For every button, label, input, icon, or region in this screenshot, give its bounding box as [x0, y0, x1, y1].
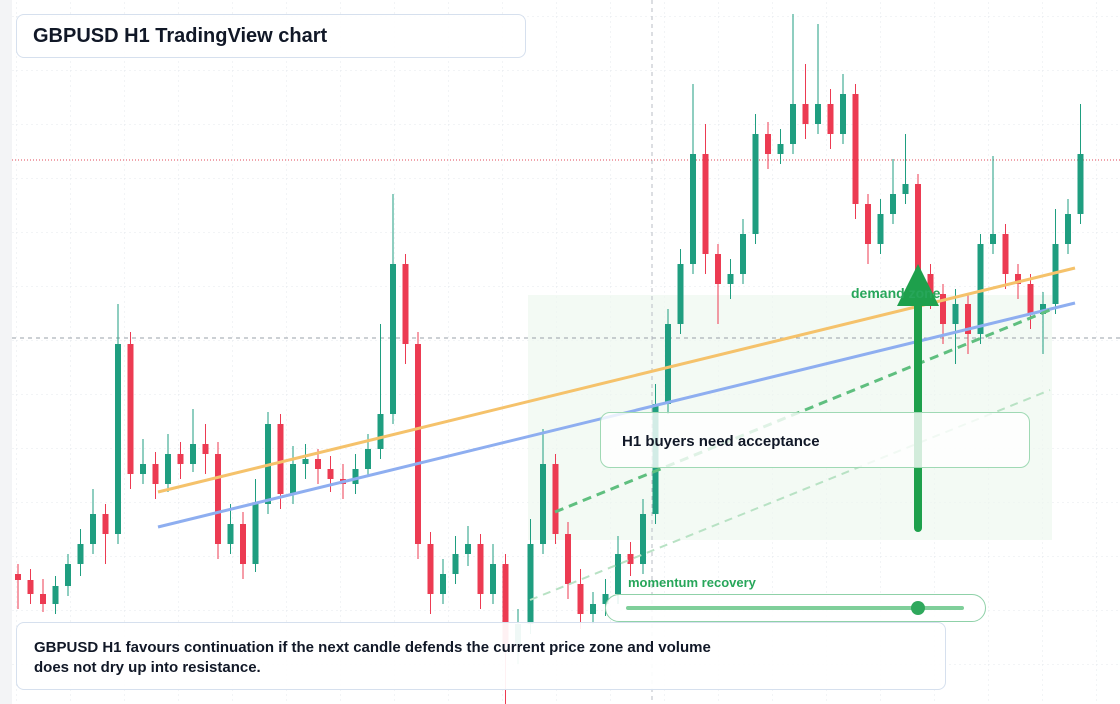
- candle-body: [577, 584, 584, 614]
- candle-body: [1027, 284, 1034, 314]
- candle-body: [440, 574, 446, 594]
- candle-body: [452, 554, 459, 574]
- caption: GBPUSD H1 favours continuation if the ne…: [34, 639, 711, 676]
- arrow-head: [897, 264, 939, 306]
- candle-body: [102, 514, 109, 534]
- candle-body: [202, 444, 209, 454]
- candle-body: [477, 544, 484, 594]
- candle-body: [627, 554, 634, 564]
- candle-body: [402, 264, 409, 344]
- candle-body: [727, 274, 734, 284]
- candle-body: [602, 594, 609, 604]
- candle-body: [15, 574, 21, 580]
- candle-body: [290, 464, 296, 494]
- candle-body: [790, 104, 796, 144]
- candle-body: [165, 454, 171, 484]
- left-edge: [0, 0, 12, 704]
- candle-body: [940, 294, 946, 324]
- candle-body: [190, 444, 196, 464]
- candle-body: [140, 464, 146, 474]
- candle-body: [952, 304, 959, 324]
- candle-body: [702, 154, 709, 254]
- candle-body: [977, 244, 984, 334]
- candle-body: [115, 344, 121, 534]
- candle-body: [415, 344, 421, 544]
- title-box: GBPUSD H1 TradingView chart: [16, 14, 526, 58]
- candle-body: [852, 94, 859, 204]
- momentum-label: momentum recovery: [628, 575, 756, 590]
- candle-body: [640, 514, 646, 564]
- candle-body: [1065, 214, 1071, 244]
- candle-body: [615, 554, 621, 594]
- momentum-slider[interactable]: [605, 594, 986, 622]
- candle-body: [965, 304, 971, 334]
- demand-label: demand zone: [851, 285, 941, 301]
- candle-body: [877, 214, 884, 244]
- candle-body: [840, 94, 846, 134]
- candle-body: [152, 464, 159, 484]
- candle-body: [1015, 274, 1021, 284]
- candle-body: [715, 254, 721, 284]
- candle-body: [827, 104, 834, 134]
- candle-body: [52, 586, 59, 604]
- candle-body: [865, 204, 871, 244]
- candle-body: [565, 534, 571, 584]
- candle-body: [552, 464, 559, 534]
- candle-body: [677, 264, 684, 324]
- annotation-text: H1 buyers need acceptance: [622, 433, 820, 450]
- candle-body: [502, 564, 509, 644]
- candle-body: [390, 264, 396, 414]
- candle-body: [277, 424, 284, 494]
- candle-body: [740, 234, 746, 274]
- chart-title: GBPUSD H1 TradingView chart: [33, 25, 328, 47]
- candle-body: [665, 324, 671, 404]
- candle-body: [815, 104, 821, 124]
- candle-body: [127, 344, 134, 474]
- candle-body: [915, 184, 921, 274]
- candle-body: [540, 464, 546, 544]
- candle-body: [27, 580, 34, 594]
- candles: [15, 14, 1084, 704]
- candle-body: [490, 564, 496, 594]
- slider-graphic: [626, 601, 964, 615]
- candle-body: [1077, 154, 1084, 214]
- candle-body: [315, 459, 321, 469]
- candle-body: [690, 154, 696, 264]
- candle-body: [927, 274, 934, 294]
- annotation-box: H1 buyers need acceptance: [600, 412, 1030, 468]
- candle-body: [227, 524, 234, 544]
- candle-body: [252, 504, 259, 564]
- candle-body: [65, 564, 71, 586]
- candle-body: [990, 234, 996, 244]
- candle-body: [40, 594, 46, 604]
- candle-body: [590, 604, 596, 614]
- candle-body: [902, 184, 909, 194]
- candle-body: [177, 454, 184, 464]
- slider-knob[interactable]: [911, 601, 925, 615]
- candle-body: [352, 469, 359, 484]
- candle-body: [1002, 234, 1009, 274]
- candle-body: [765, 134, 771, 154]
- candle-body: [1040, 304, 1046, 314]
- candle-body: [465, 544, 471, 554]
- candle-body: [427, 544, 434, 594]
- candle-body: [527, 544, 534, 624]
- candle-body: [365, 449, 371, 469]
- candle-body: [327, 469, 334, 479]
- candle-body: [890, 194, 896, 214]
- candle-body: [215, 454, 221, 544]
- candle-body: [377, 414, 384, 449]
- candle-body: [802, 104, 809, 124]
- candle-body: [302, 459, 309, 464]
- caption-box: GBPUSD H1 favours continuation if the ne…: [16, 622, 946, 690]
- candle-body: [77, 544, 84, 564]
- candle-body: [752, 134, 759, 234]
- candle-body: [240, 524, 246, 564]
- candle-body: [777, 144, 784, 154]
- candle-body: [90, 514, 96, 544]
